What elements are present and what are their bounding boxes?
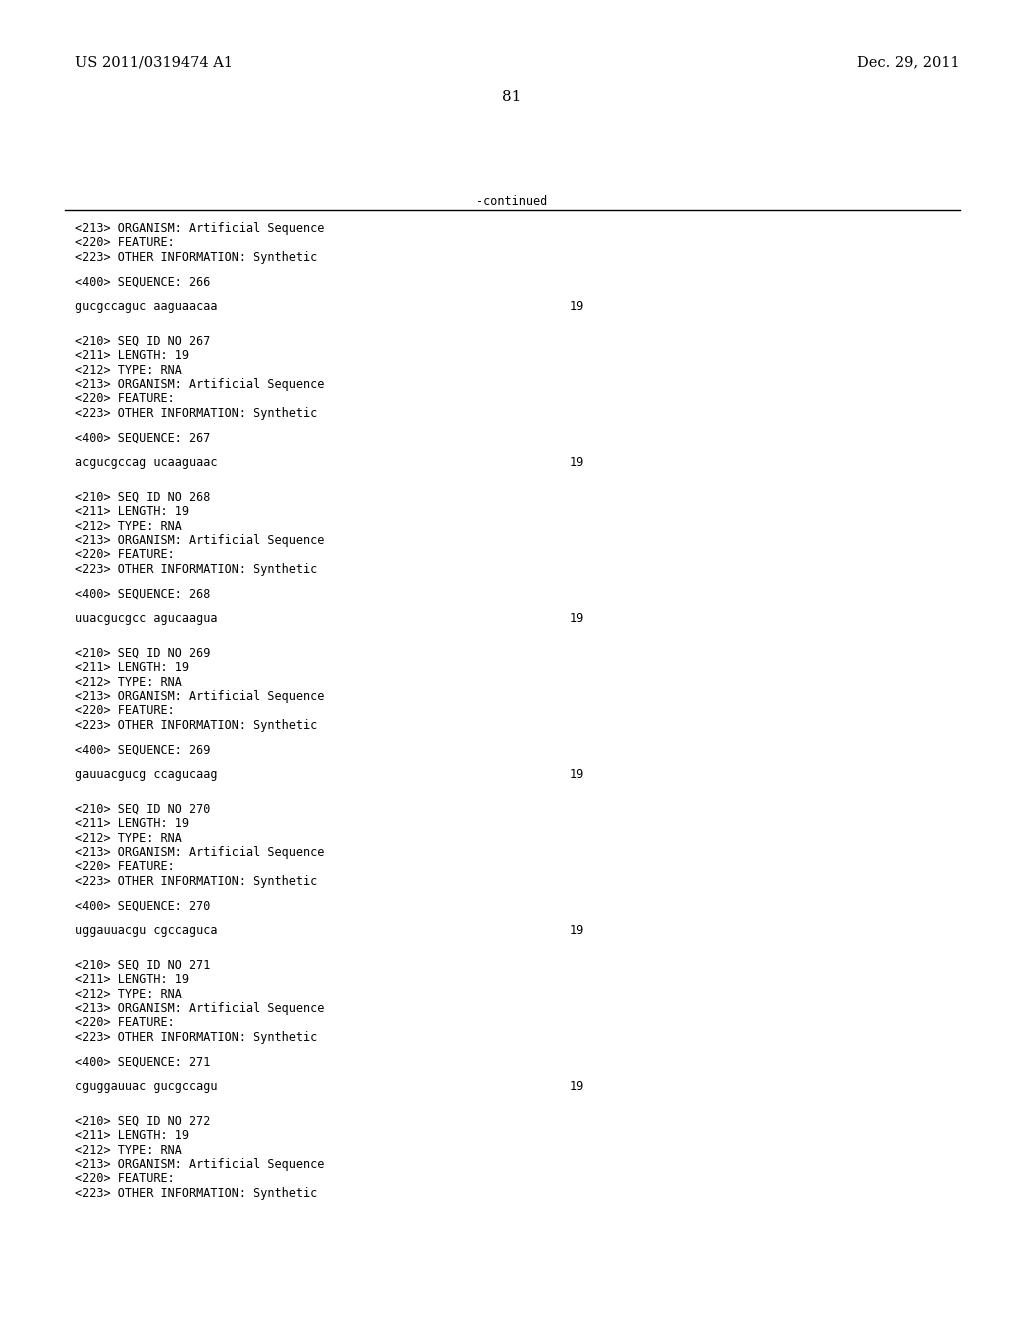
Text: <212> TYPE: RNA: <212> TYPE: RNA (75, 1143, 182, 1156)
Text: <210> SEQ ID NO 271: <210> SEQ ID NO 271 (75, 958, 210, 972)
Text: <220> FEATURE:: <220> FEATURE: (75, 861, 175, 874)
Text: 19: 19 (570, 768, 585, 781)
Text: uuacgucgcc agucaagua: uuacgucgcc agucaagua (75, 612, 217, 624)
Text: <212> TYPE: RNA: <212> TYPE: RNA (75, 676, 182, 689)
Text: uggauuacgu cgccaguca: uggauuacgu cgccaguca (75, 924, 217, 937)
Text: <400> SEQUENCE: 269: <400> SEQUENCE: 269 (75, 743, 210, 756)
Text: <213> ORGANISM: Artificial Sequence: <213> ORGANISM: Artificial Sequence (75, 1158, 325, 1171)
Text: cguggauuac gucgccagu: cguggauuac gucgccagu (75, 1080, 217, 1093)
Text: 19: 19 (570, 612, 585, 624)
Text: <210> SEQ ID NO 269: <210> SEQ ID NO 269 (75, 647, 210, 660)
Text: <220> FEATURE:: <220> FEATURE: (75, 392, 175, 405)
Text: <210> SEQ ID NO 268: <210> SEQ ID NO 268 (75, 491, 210, 503)
Text: <213> ORGANISM: Artificial Sequence: <213> ORGANISM: Artificial Sequence (75, 222, 325, 235)
Text: <223> OTHER INFORMATION: Synthetic: <223> OTHER INFORMATION: Synthetic (75, 1187, 317, 1200)
Text: <212> TYPE: RNA: <212> TYPE: RNA (75, 363, 182, 376)
Text: 19: 19 (570, 455, 585, 469)
Text: <400> SEQUENCE: 268: <400> SEQUENCE: 268 (75, 587, 210, 601)
Text: <212> TYPE: RNA: <212> TYPE: RNA (75, 832, 182, 845)
Text: US 2011/0319474 A1: US 2011/0319474 A1 (75, 55, 233, 69)
Text: <223> OTHER INFORMATION: Synthetic: <223> OTHER INFORMATION: Synthetic (75, 719, 317, 733)
Text: <213> ORGANISM: Artificial Sequence: <213> ORGANISM: Artificial Sequence (75, 1002, 325, 1015)
Text: <210> SEQ ID NO 272: <210> SEQ ID NO 272 (75, 1114, 210, 1127)
Text: <210> SEQ ID NO 267: <210> SEQ ID NO 267 (75, 334, 210, 347)
Text: -continued: -continued (476, 195, 548, 209)
Text: <220> FEATURE:: <220> FEATURE: (75, 1172, 175, 1185)
Text: 19: 19 (570, 1080, 585, 1093)
Text: <211> LENGTH: 19: <211> LENGTH: 19 (75, 661, 189, 675)
Text: <223> OTHER INFORMATION: Synthetic: <223> OTHER INFORMATION: Synthetic (75, 564, 317, 576)
Text: Dec. 29, 2011: Dec. 29, 2011 (857, 55, 961, 69)
Text: acgucgccag ucaaguaac: acgucgccag ucaaguaac (75, 455, 217, 469)
Text: <220> FEATURE:: <220> FEATURE: (75, 549, 175, 561)
Text: <400> SEQUENCE: 270: <400> SEQUENCE: 270 (75, 899, 210, 912)
Text: gucgccaguc aaguaacaa: gucgccaguc aaguaacaa (75, 300, 217, 313)
Text: <211> LENGTH: 19: <211> LENGTH: 19 (75, 817, 189, 830)
Text: gauuacgucg ccagucaag: gauuacgucg ccagucaag (75, 768, 217, 781)
Text: <213> ORGANISM: Artificial Sequence: <213> ORGANISM: Artificial Sequence (75, 846, 325, 859)
Text: 81: 81 (503, 90, 521, 104)
Text: <212> TYPE: RNA: <212> TYPE: RNA (75, 987, 182, 1001)
Text: <213> ORGANISM: Artificial Sequence: <213> ORGANISM: Artificial Sequence (75, 535, 325, 546)
Text: <223> OTHER INFORMATION: Synthetic: <223> OTHER INFORMATION: Synthetic (75, 407, 317, 420)
Text: <210> SEQ ID NO 270: <210> SEQ ID NO 270 (75, 803, 210, 816)
Text: <223> OTHER INFORMATION: Synthetic: <223> OTHER INFORMATION: Synthetic (75, 251, 317, 264)
Text: <223> OTHER INFORMATION: Synthetic: <223> OTHER INFORMATION: Synthetic (75, 1031, 317, 1044)
Text: <211> LENGTH: 19: <211> LENGTH: 19 (75, 973, 189, 986)
Text: <400> SEQUENCE: 271: <400> SEQUENCE: 271 (75, 1056, 210, 1068)
Text: 19: 19 (570, 300, 585, 313)
Text: 19: 19 (570, 924, 585, 937)
Text: <211> LENGTH: 19: <211> LENGTH: 19 (75, 506, 189, 517)
Text: <211> LENGTH: 19: <211> LENGTH: 19 (75, 1129, 189, 1142)
Text: <220> FEATURE:: <220> FEATURE: (75, 1016, 175, 1030)
Text: <400> SEQUENCE: 266: <400> SEQUENCE: 266 (75, 276, 210, 289)
Text: <211> LENGTH: 19: <211> LENGTH: 19 (75, 348, 189, 362)
Text: <213> ORGANISM: Artificial Sequence: <213> ORGANISM: Artificial Sequence (75, 690, 325, 704)
Text: <220> FEATURE:: <220> FEATURE: (75, 236, 175, 249)
Text: <223> OTHER INFORMATION: Synthetic: <223> OTHER INFORMATION: Synthetic (75, 875, 317, 888)
Text: <400> SEQUENCE: 267: <400> SEQUENCE: 267 (75, 432, 210, 445)
Text: <213> ORGANISM: Artificial Sequence: <213> ORGANISM: Artificial Sequence (75, 378, 325, 391)
Text: <220> FEATURE:: <220> FEATURE: (75, 705, 175, 718)
Text: <212> TYPE: RNA: <212> TYPE: RNA (75, 520, 182, 532)
